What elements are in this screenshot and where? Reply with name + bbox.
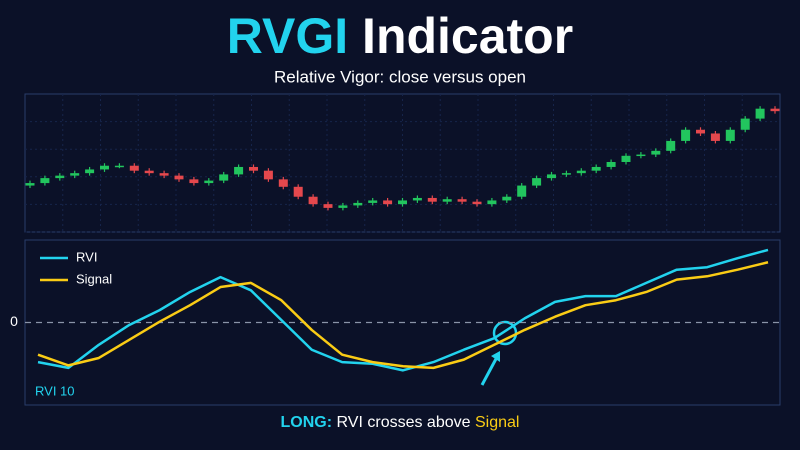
candle-body bbox=[70, 173, 80, 176]
crossover-arrow bbox=[480, 356, 499, 386]
candle-body bbox=[442, 199, 452, 202]
candle-body bbox=[189, 179, 199, 184]
candle-body bbox=[278, 179, 288, 187]
candle-body bbox=[234, 166, 244, 175]
candle-body bbox=[606, 162, 616, 167]
footer-signal: Signal bbox=[475, 414, 519, 431]
title: RVGI Indicator bbox=[227, 8, 573, 64]
candle-body bbox=[368, 200, 378, 203]
y-tick-label: 0 bbox=[10, 313, 18, 329]
candle-body bbox=[323, 204, 333, 208]
candle-body bbox=[100, 165, 109, 170]
candle-body bbox=[398, 200, 407, 205]
candle-body bbox=[710, 133, 720, 141]
candle-body bbox=[696, 129, 705, 134]
candle-body bbox=[129, 165, 139, 171]
series-line bbox=[37, 261, 769, 370]
annotation: RVI 10 bbox=[35, 383, 75, 398]
title-rest: Indicator bbox=[362, 8, 573, 64]
candle-body bbox=[576, 170, 586, 174]
candle-body bbox=[532, 178, 542, 186]
candle-body bbox=[412, 197, 422, 201]
candle-body bbox=[755, 108, 765, 119]
candle-body bbox=[666, 140, 676, 151]
candle-body bbox=[159, 173, 169, 176]
candle-body bbox=[457, 199, 467, 202]
candle-body bbox=[40, 178, 50, 184]
candle-body bbox=[85, 169, 95, 174]
series-line bbox=[37, 248, 769, 372]
candle-body bbox=[591, 166, 601, 171]
candle-body bbox=[427, 197, 437, 202]
candle-body bbox=[517, 185, 527, 197]
candle-body bbox=[621, 155, 631, 162]
candle-body bbox=[681, 129, 691, 141]
candle-body bbox=[740, 118, 750, 130]
candle-body bbox=[502, 196, 512, 201]
candle-body bbox=[383, 200, 393, 205]
legend-label: Signal bbox=[76, 271, 112, 286]
candle-body bbox=[547, 174, 556, 179]
candle-body bbox=[263, 170, 273, 180]
candle-body bbox=[144, 170, 154, 174]
candle-body bbox=[219, 174, 229, 181]
candle-body bbox=[472, 201, 482, 205]
title-accent: RVGI bbox=[227, 8, 348, 64]
footer-text: RVI crosses above bbox=[337, 414, 471, 431]
candle-body bbox=[114, 165, 124, 168]
candle-body bbox=[293, 186, 303, 197]
arrow-head bbox=[491, 351, 500, 362]
candle-body bbox=[487, 200, 497, 205]
candle-body bbox=[770, 108, 780, 112]
candle-body bbox=[249, 166, 258, 171]
candle-body bbox=[55, 175, 65, 179]
candle-body bbox=[174, 175, 184, 180]
footer-label: LONG: bbox=[281, 414, 333, 431]
footer: LONG: RVI crosses above Signal bbox=[281, 414, 520, 431]
candle-body bbox=[651, 150, 661, 155]
candle-body bbox=[308, 196, 318, 205]
legend-label: RVI bbox=[76, 249, 97, 264]
candle-body bbox=[353, 202, 363, 206]
candle-body bbox=[25, 183, 35, 186]
candle-body bbox=[204, 180, 214, 184]
candle-body bbox=[338, 205, 348, 208]
candle-body bbox=[636, 154, 646, 157]
candle-body bbox=[725, 129, 735, 141]
candle-body bbox=[561, 173, 571, 175]
subtitle: Relative Vigor: close versus open bbox=[274, 67, 526, 86]
